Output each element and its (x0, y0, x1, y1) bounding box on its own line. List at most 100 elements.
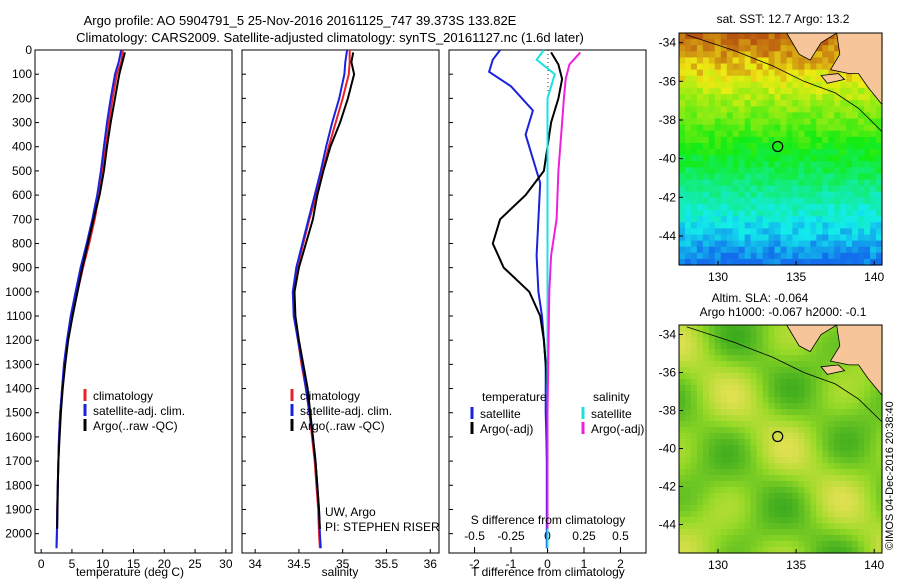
field-cell (810, 94, 817, 101)
field-cell (840, 142, 847, 150)
field-cell (822, 463, 829, 470)
field-cell (756, 191, 764, 199)
field-cell (744, 69, 752, 77)
field-cell (744, 222, 752, 229)
field-cell (696, 469, 704, 476)
field-cell (774, 57, 782, 65)
legend-label: Argo(..raw -QC) (300, 419, 385, 433)
field-cell (744, 439, 752, 446)
field-cell (696, 517, 704, 524)
field-cell (804, 529, 811, 536)
field-cell (762, 210, 770, 217)
field-cell (726, 75, 734, 83)
field-cell (858, 94, 865, 101)
field-cell (858, 155, 865, 162)
field-cell (834, 81, 841, 89)
field-cell (756, 87, 764, 95)
field-cell (792, 433, 799, 440)
field-cell (822, 433, 829, 440)
field-cell (858, 228, 865, 236)
field-cell (792, 451, 799, 458)
field-cell (708, 222, 716, 229)
field-cell (804, 75, 811, 83)
field-cell (685, 106, 692, 113)
field-cell (834, 155, 841, 162)
field-cell (786, 451, 794, 458)
field-cell (750, 130, 758, 138)
field-cell (774, 234, 782, 242)
field-cell (756, 523, 764, 530)
field-cell (732, 403, 740, 410)
top-tick-label: -0.25 (497, 529, 525, 543)
field-cell (870, 409, 877, 416)
field-cell (816, 112, 823, 120)
field-cell (786, 415, 794, 422)
field-cell (858, 391, 865, 398)
field-cell (744, 45, 752, 52)
field-cell (762, 421, 770, 428)
field-cell (714, 523, 722, 530)
field-cell (732, 331, 740, 338)
field-cell (750, 69, 758, 77)
field-cell (804, 475, 811, 482)
field-cell (840, 445, 847, 452)
field-cell (738, 252, 746, 260)
series-line (292, 50, 351, 549)
field-cell (768, 33, 776, 40)
field-cell (816, 210, 823, 217)
field-cell (792, 427, 799, 434)
field-cell (798, 529, 805, 536)
map-y-tick-label: -36 (659, 366, 677, 380)
field-cell (798, 203, 805, 211)
field-cell (726, 343, 734, 350)
top-tick-label: 0.25 (572, 529, 596, 543)
field-cell (816, 343, 823, 350)
field-cell (822, 475, 829, 482)
field-cell (798, 87, 805, 95)
field-cell (744, 191, 752, 199)
field-cell (852, 155, 859, 162)
field-cell (804, 361, 811, 368)
field-cell (702, 511, 710, 518)
field-cell (780, 81, 788, 89)
field-cell (798, 499, 805, 506)
field-cell (738, 451, 746, 458)
field-cell (792, 130, 799, 138)
field-cell (858, 252, 865, 260)
field-cell (726, 523, 734, 530)
field-cell (714, 535, 722, 542)
field-cell (714, 197, 722, 205)
field-cell (822, 535, 829, 542)
field-cell (822, 173, 829, 181)
field-cell (834, 100, 841, 107)
field-cell (762, 118, 770, 126)
field-cell (726, 210, 734, 217)
field-cell (744, 124, 752, 132)
field-cell (762, 75, 770, 83)
field-cell (798, 547, 805, 554)
field-cell (852, 246, 859, 254)
field-cell (864, 240, 871, 248)
field-cell (798, 541, 805, 548)
field-cell (696, 124, 704, 132)
field-cell (696, 185, 704, 193)
field-cell (685, 529, 692, 536)
field-cell (750, 475, 758, 482)
field-cell (756, 361, 764, 368)
field-cell (786, 130, 794, 138)
field-cell (750, 523, 758, 530)
field-cell (708, 167, 716, 174)
field-cell (732, 94, 740, 101)
field-cell (864, 87, 871, 95)
field-cell (708, 130, 716, 138)
field-cell (679, 469, 686, 476)
field-cell (786, 511, 794, 518)
field-cell (750, 197, 758, 205)
field-cell (720, 57, 728, 65)
field-cell (732, 173, 740, 181)
field-cell (714, 415, 722, 422)
field-cell (702, 142, 710, 150)
field-cell (732, 106, 740, 113)
field-cell (834, 343, 841, 350)
